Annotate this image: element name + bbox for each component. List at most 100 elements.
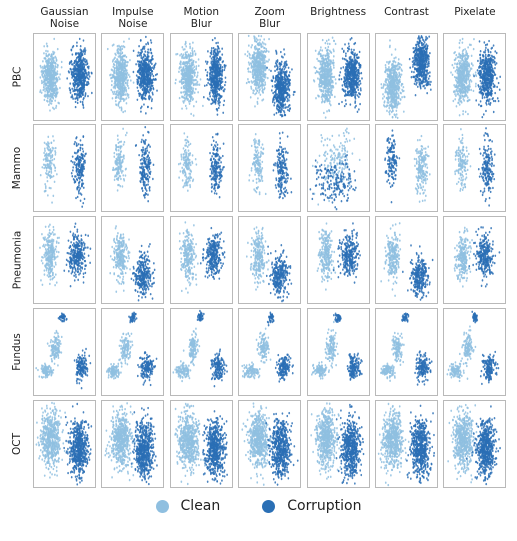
scatter-plot — [241, 402, 299, 486]
corruption-point-cloud — [406, 404, 435, 485]
legend-label-clean: Clean — [181, 498, 221, 514]
corruption-point-cloud — [473, 39, 502, 119]
panel-pneumonia-contrast — [375, 216, 438, 304]
panel-mammo-brightness — [306, 124, 370, 212]
clean-point-cloud — [106, 362, 123, 380]
corruption-point-cloud — [401, 312, 410, 323]
clean-point-cloud — [377, 402, 410, 487]
corruption-point-cloud — [478, 127, 496, 207]
corruption-point-cloud — [209, 348, 228, 388]
clean-point-cloud — [309, 402, 341, 480]
corruption-point-cloud — [137, 350, 158, 387]
corruption-point-cloud — [196, 309, 205, 322]
panel-fundus-pixelate — [443, 308, 507, 396]
clean-point-cloud — [118, 332, 134, 366]
scatter-plot — [177, 132, 225, 199]
panel-fundus-impulse-noise — [101, 308, 165, 396]
row-label: Fundus — [11, 333, 23, 371]
scatter-plot — [106, 311, 158, 387]
corruption-point-cloud — [132, 35, 159, 115]
panel-oct-impulse-noise — [101, 400, 165, 488]
panel-oct-gaussian-noise — [33, 400, 96, 488]
clean-point-cloud — [244, 34, 271, 108]
scatter-plot — [384, 129, 431, 204]
panel-oct-zoom-blur — [238, 400, 302, 488]
scatter-plot — [380, 312, 433, 386]
corruption-point-cloud — [346, 352, 363, 381]
panel-fundus-zoom-blur — [238, 308, 302, 396]
row-title-pbc: PBC — [3, 33, 31, 121]
legend-marker-corruption — [262, 499, 276, 513]
panel-oct-contrast — [375, 400, 438, 488]
clean-point-cloud — [241, 402, 276, 486]
scatter-plot — [39, 135, 87, 208]
clean-point-cloud — [112, 127, 129, 192]
clean-point-cloud — [39, 135, 58, 204]
corruption-point-cloud — [480, 350, 500, 386]
scatter-plot — [312, 36, 363, 119]
scatter-plot — [447, 403, 502, 486]
corruption-point-cloud — [130, 242, 156, 302]
panel-pneumonia-gaussian-noise — [33, 216, 96, 304]
corruption-point-cloud — [335, 403, 364, 485]
clean-point-cloud — [459, 325, 477, 368]
clean-point-cloud — [316, 222, 336, 291]
clean-point-cloud — [174, 40, 204, 117]
corruption-point-cloud — [337, 37, 363, 114]
panel-fundus-contrast — [375, 308, 438, 396]
clean-point-cloud — [35, 401, 69, 479]
scatter-plot — [246, 226, 293, 303]
scatter-plot — [35, 312, 92, 390]
scatter-plot — [104, 402, 159, 486]
corruption-point-cloud — [73, 347, 92, 390]
corruption-point-cloud — [401, 244, 434, 301]
corruption-point-cloud — [332, 312, 342, 324]
row-label: OCT — [11, 433, 23, 455]
row-title-oct: OCT — [3, 400, 31, 488]
corruption-point-cloud — [468, 226, 501, 288]
clean-point-cloud — [324, 320, 339, 369]
clean-point-cloud — [174, 402, 206, 486]
clean-point-cloud — [380, 362, 396, 383]
scatter-plot — [244, 34, 296, 118]
corruption-point-cloud — [408, 35, 432, 97]
panel-pbc-motion-blur — [169, 33, 233, 121]
scatter-plot — [309, 127, 361, 211]
scatter-plot — [39, 37, 93, 112]
column-title-pixelate: Pixelate — [440, 6, 510, 18]
corruption-point-cloud — [131, 406, 159, 486]
scatter-plot — [172, 309, 228, 388]
clean-point-cloud — [450, 37, 478, 117]
corruption-point-cloud — [128, 311, 138, 324]
corruption-point-cloud — [414, 350, 433, 386]
scatter-plot — [112, 125, 155, 203]
panel-fundus-brightness — [306, 308, 370, 396]
panel-pbc-impulse-noise — [101, 33, 165, 121]
corruption-point-cloud — [63, 402, 93, 486]
corruption-point-cloud — [266, 244, 293, 303]
row-title-pneumonia: Pneumonia — [3, 216, 31, 304]
corruption-point-cloud — [272, 131, 293, 200]
panel-oct-pixelate — [443, 400, 507, 488]
clean-point-cloud — [446, 361, 469, 383]
scatter-plot — [309, 402, 364, 485]
corruption-point-cloud — [208, 132, 225, 199]
corruption-point-cloud — [332, 222, 361, 284]
panel-fundus-motion-blur — [169, 308, 233, 396]
panel-pneumonia-brightness — [306, 216, 370, 304]
panel-mammo-pixelate — [443, 124, 507, 212]
scatter-plot — [248, 131, 293, 200]
clean-point-cloud — [413, 134, 431, 203]
clean-point-cloud — [391, 331, 405, 367]
clean-point-cloud — [39, 223, 60, 287]
column-title-motion-blur: Motion Blur — [166, 6, 236, 30]
clean-point-cloud — [172, 360, 193, 383]
scatter-plot — [377, 402, 435, 487]
panel-oct-brightness — [306, 400, 370, 488]
clean-point-cloud — [46, 329, 63, 367]
corruption-point-cloud — [202, 37, 227, 116]
scatter-plot — [454, 127, 496, 207]
scatter-plot — [109, 225, 156, 302]
panel-oct-motion-blur — [169, 400, 233, 488]
row-label: Pneumonia — [11, 231, 23, 290]
